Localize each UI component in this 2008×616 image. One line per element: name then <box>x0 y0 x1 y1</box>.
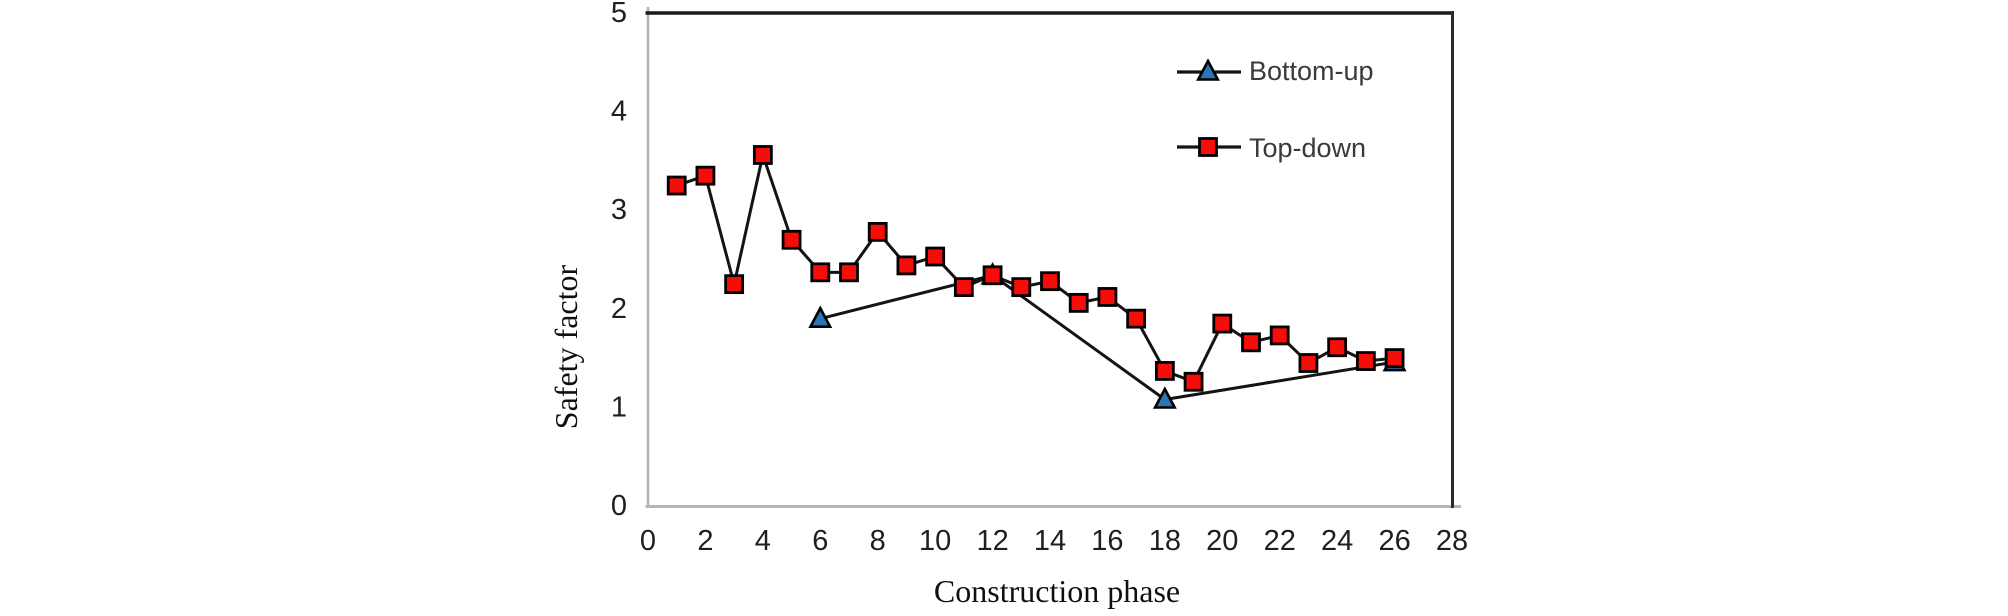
x-tick-label: 2 <box>697 525 713 557</box>
marker-square-top-down <box>1327 337 1348 358</box>
marker-square-top-down <box>1126 308 1147 329</box>
marker-triangle-bottom-up <box>808 305 833 328</box>
x-tick-label: 18 <box>1149 525 1181 557</box>
marker-square-top-down <box>1241 332 1261 353</box>
marker-square-top-down <box>896 255 917 276</box>
x-axis-tick-labels: 0 2 4 6 8 10 12 14 16 18 20 22 24 26 28 <box>640 525 1468 557</box>
y-tick-label: 2 <box>611 293 627 325</box>
marker-square-top-down <box>1269 325 1290 346</box>
marker-square-top-down <box>666 175 687 196</box>
marker-triangle-bottom-up <box>1152 386 1177 409</box>
marker-square-top-down <box>839 262 859 283</box>
series-line-bottom-up <box>819 273 1395 402</box>
marker-square-top-down <box>867 221 888 242</box>
x-tick-label: 6 <box>812 525 828 557</box>
legend-item-top-down: Top-down <box>1177 133 1366 163</box>
x-tick-label: 24 <box>1321 525 1353 557</box>
legend-item-bottom-up: Bottom-up <box>1177 56 1374 86</box>
y-axis-tick-labels: 0 1 2 3 4 5 <box>611 0 627 522</box>
legend-square-icon <box>1198 137 1218 157</box>
marker-square-top-down <box>695 165 716 186</box>
y-tick-label: 0 <box>611 490 627 522</box>
x-tick-label: 0 <box>640 525 656 557</box>
x-tick-label: 12 <box>976 525 1008 557</box>
y-tick-label: 4 <box>611 96 627 128</box>
marker-square-top-down <box>1040 271 1060 292</box>
marker-square-top-down <box>810 262 831 283</box>
plot-frame <box>645 7 1461 508</box>
marker-square-top-down <box>1355 351 1376 371</box>
marker-square-top-down <box>1154 361 1175 381</box>
marker-square-top-down <box>724 274 745 295</box>
marker-square-top-down <box>925 246 946 267</box>
x-tick-label: 8 <box>870 525 886 557</box>
marker-square-top-down <box>1298 353 1319 373</box>
y-axis-title: Safety factor <box>548 264 584 429</box>
y-tick-label: 3 <box>611 194 627 226</box>
x-tick-label: 26 <box>1378 525 1410 557</box>
legend: Bottom-up Top-down <box>1177 56 1374 163</box>
x-tick-label: 16 <box>1091 525 1123 557</box>
marker-square-top-down <box>953 277 974 298</box>
x-axis-title: Construction phase <box>934 573 1180 609</box>
y-tick-label: 1 <box>611 391 627 423</box>
legend-label-bottom-up: Bottom-up <box>1249 56 1374 86</box>
marker-square-top-down <box>752 145 773 165</box>
legend-label-top-down: Top-down <box>1249 133 1366 163</box>
series-layer <box>666 145 1407 409</box>
marker-square-top-down <box>1384 348 1405 369</box>
marker-square-top-down <box>1068 292 1089 313</box>
x-tick-label: 22 <box>1264 525 1296 557</box>
series-line-top-down <box>676 153 1395 384</box>
marker-square-top-down <box>1011 277 1032 298</box>
x-tick-label: 14 <box>1034 525 1066 557</box>
x-tick-label: 28 <box>1436 525 1468 557</box>
y-tick-label: 5 <box>611 0 627 29</box>
x-tick-label: 4 <box>755 525 771 557</box>
x-tick-label: 10 <box>919 525 951 557</box>
legend-triangle-icon <box>1196 58 1220 81</box>
marker-square-top-down <box>982 265 1003 286</box>
x-tick-label: 20 <box>1206 525 1238 557</box>
marker-square-top-down <box>1097 287 1118 307</box>
marker-square-top-down <box>781 229 802 250</box>
marker-square-top-down <box>1212 313 1233 334</box>
marker-square-top-down <box>1183 371 1204 392</box>
